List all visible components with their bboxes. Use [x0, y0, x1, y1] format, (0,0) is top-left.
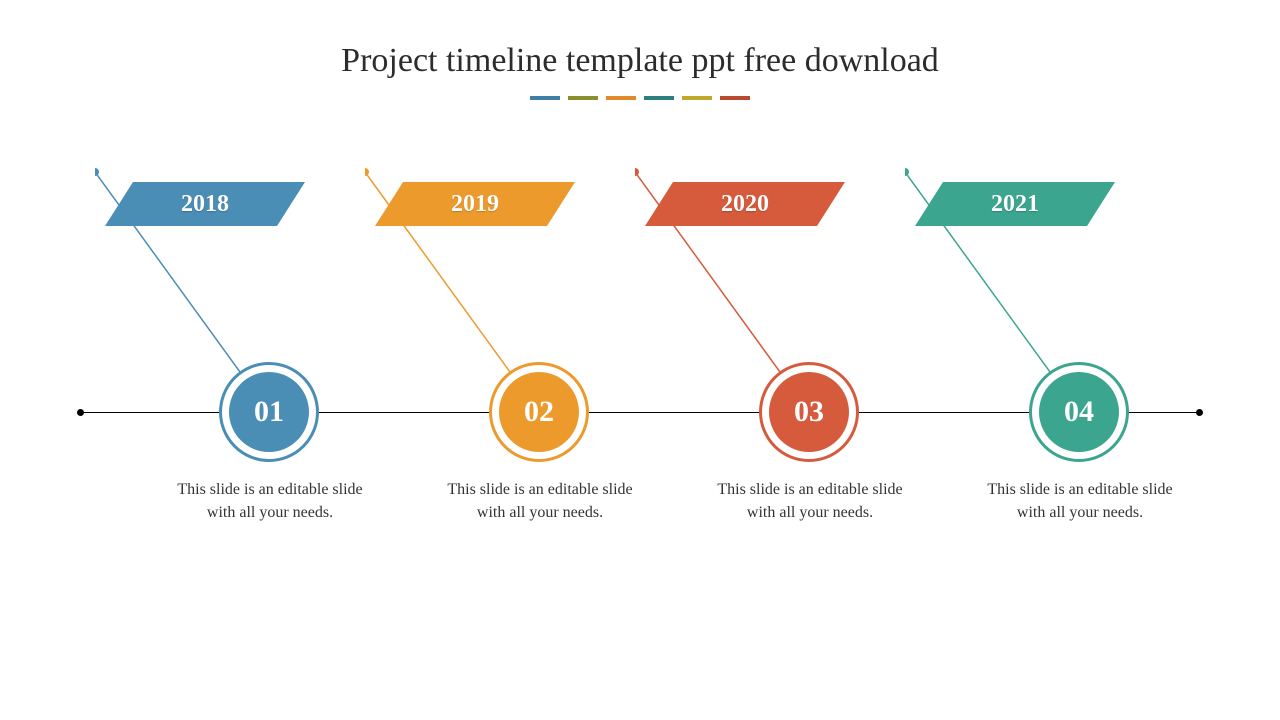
timeline-item-2019: 201902This slide is an editable slide wi…: [365, 160, 635, 600]
year-label: 2018: [181, 191, 229, 218]
timeline-diagram: 2018 01 This slide is an editable slide wi…: [0, 160, 1280, 600]
dash-4: [644, 96, 674, 100]
dash-3: [606, 96, 636, 100]
milestone-number: 02: [499, 372, 579, 452]
milestone-circle: 01: [219, 362, 319, 462]
dash-1: [530, 96, 560, 100]
milestone-description: This slide is an editable slide with all…: [975, 478, 1185, 524]
year-banner: 2018: [105, 182, 305, 226]
timeline-item-2018: 201801This slide is an editable slide wi…: [95, 160, 365, 600]
year-banner: 2020: [645, 182, 845, 226]
title-underline-dashes: [530, 96, 750, 100]
dash-6: [720, 96, 750, 100]
year-banner: 2019: [375, 182, 575, 226]
timeline-item-2020: 202003This slide is an editable slide wi…: [635, 160, 905, 600]
milestone-circle: 03: [759, 362, 859, 462]
year-label: 2021: [991, 191, 1039, 218]
year-label: 2020: [721, 191, 769, 218]
page-title: Project timeline template ppt free downl…: [0, 42, 1280, 80]
milestone-circle: 02: [489, 362, 589, 462]
year-label: 2019: [451, 191, 499, 218]
milestone-number: 04: [1039, 372, 1119, 452]
dash-5: [682, 96, 712, 100]
milestone-circle: 04: [1029, 362, 1129, 462]
year-banner: 2021: [915, 182, 1115, 226]
timeline-item-2021: 202104This slide is an editable slide wi…: [905, 160, 1175, 600]
milestone-number: 03: [769, 372, 849, 452]
milestone-number: 01: [229, 372, 309, 452]
milestone-description: This slide is an editable slide with all…: [705, 478, 915, 524]
milestone-description: This slide is an editable slide with all…: [435, 478, 645, 524]
milestone-description: This slide is an editable slide with all…: [165, 478, 375, 524]
dash-2: [568, 96, 598, 100]
